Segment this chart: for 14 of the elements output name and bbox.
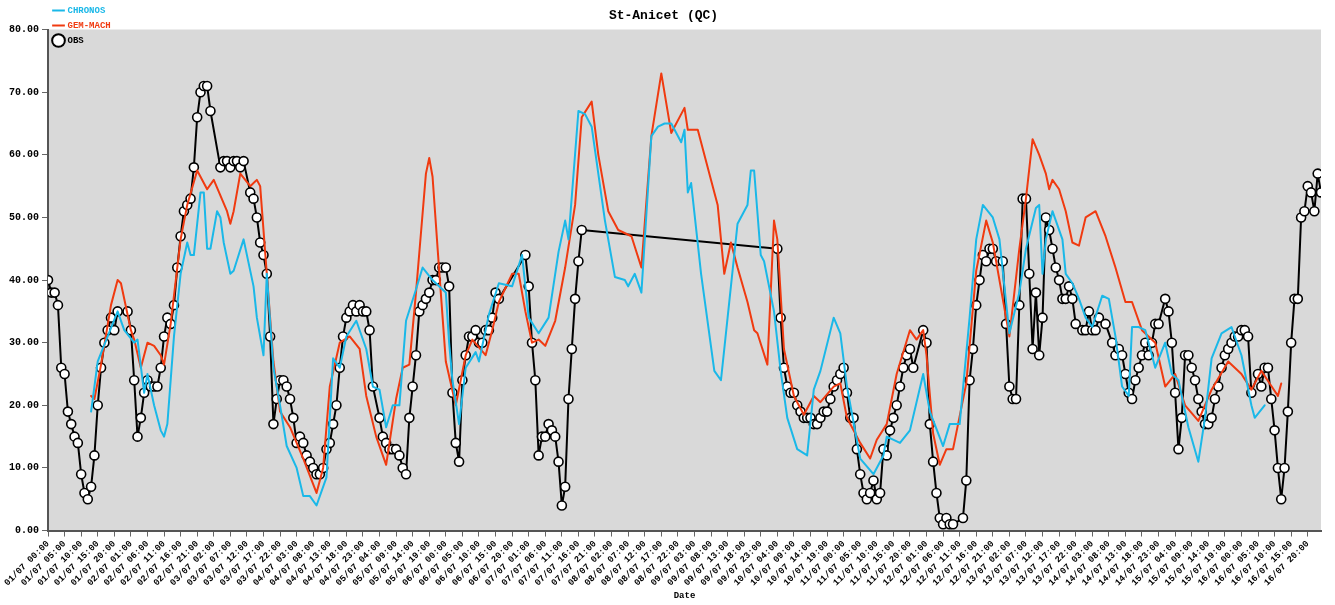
chart-title: St-Anicet (QC) — [608, 8, 719, 24]
y-tick-label: 50.00 — [8, 211, 39, 223]
y-tick-label: 70.00 — [8, 86, 39, 98]
legend-label: CHRONOS — [67, 5, 106, 16]
y-tick-label: 0.00 — [14, 525, 39, 537]
x-axis-title: Date — [673, 590, 696, 601]
legend-label: GEM-MACH — [67, 20, 111, 31]
y-tick-label: 20.00 — [8, 399, 39, 411]
y-tick-label: 30.00 — [8, 337, 39, 349]
y-tick-label: 40.00 — [8, 274, 39, 286]
y-tick-label: 80.00 — [8, 24, 39, 36]
y-tick-label: 60.00 — [8, 149, 39, 161]
legend-label: OBS — [67, 35, 85, 46]
y-tick-label: 10.00 — [8, 462, 39, 474]
